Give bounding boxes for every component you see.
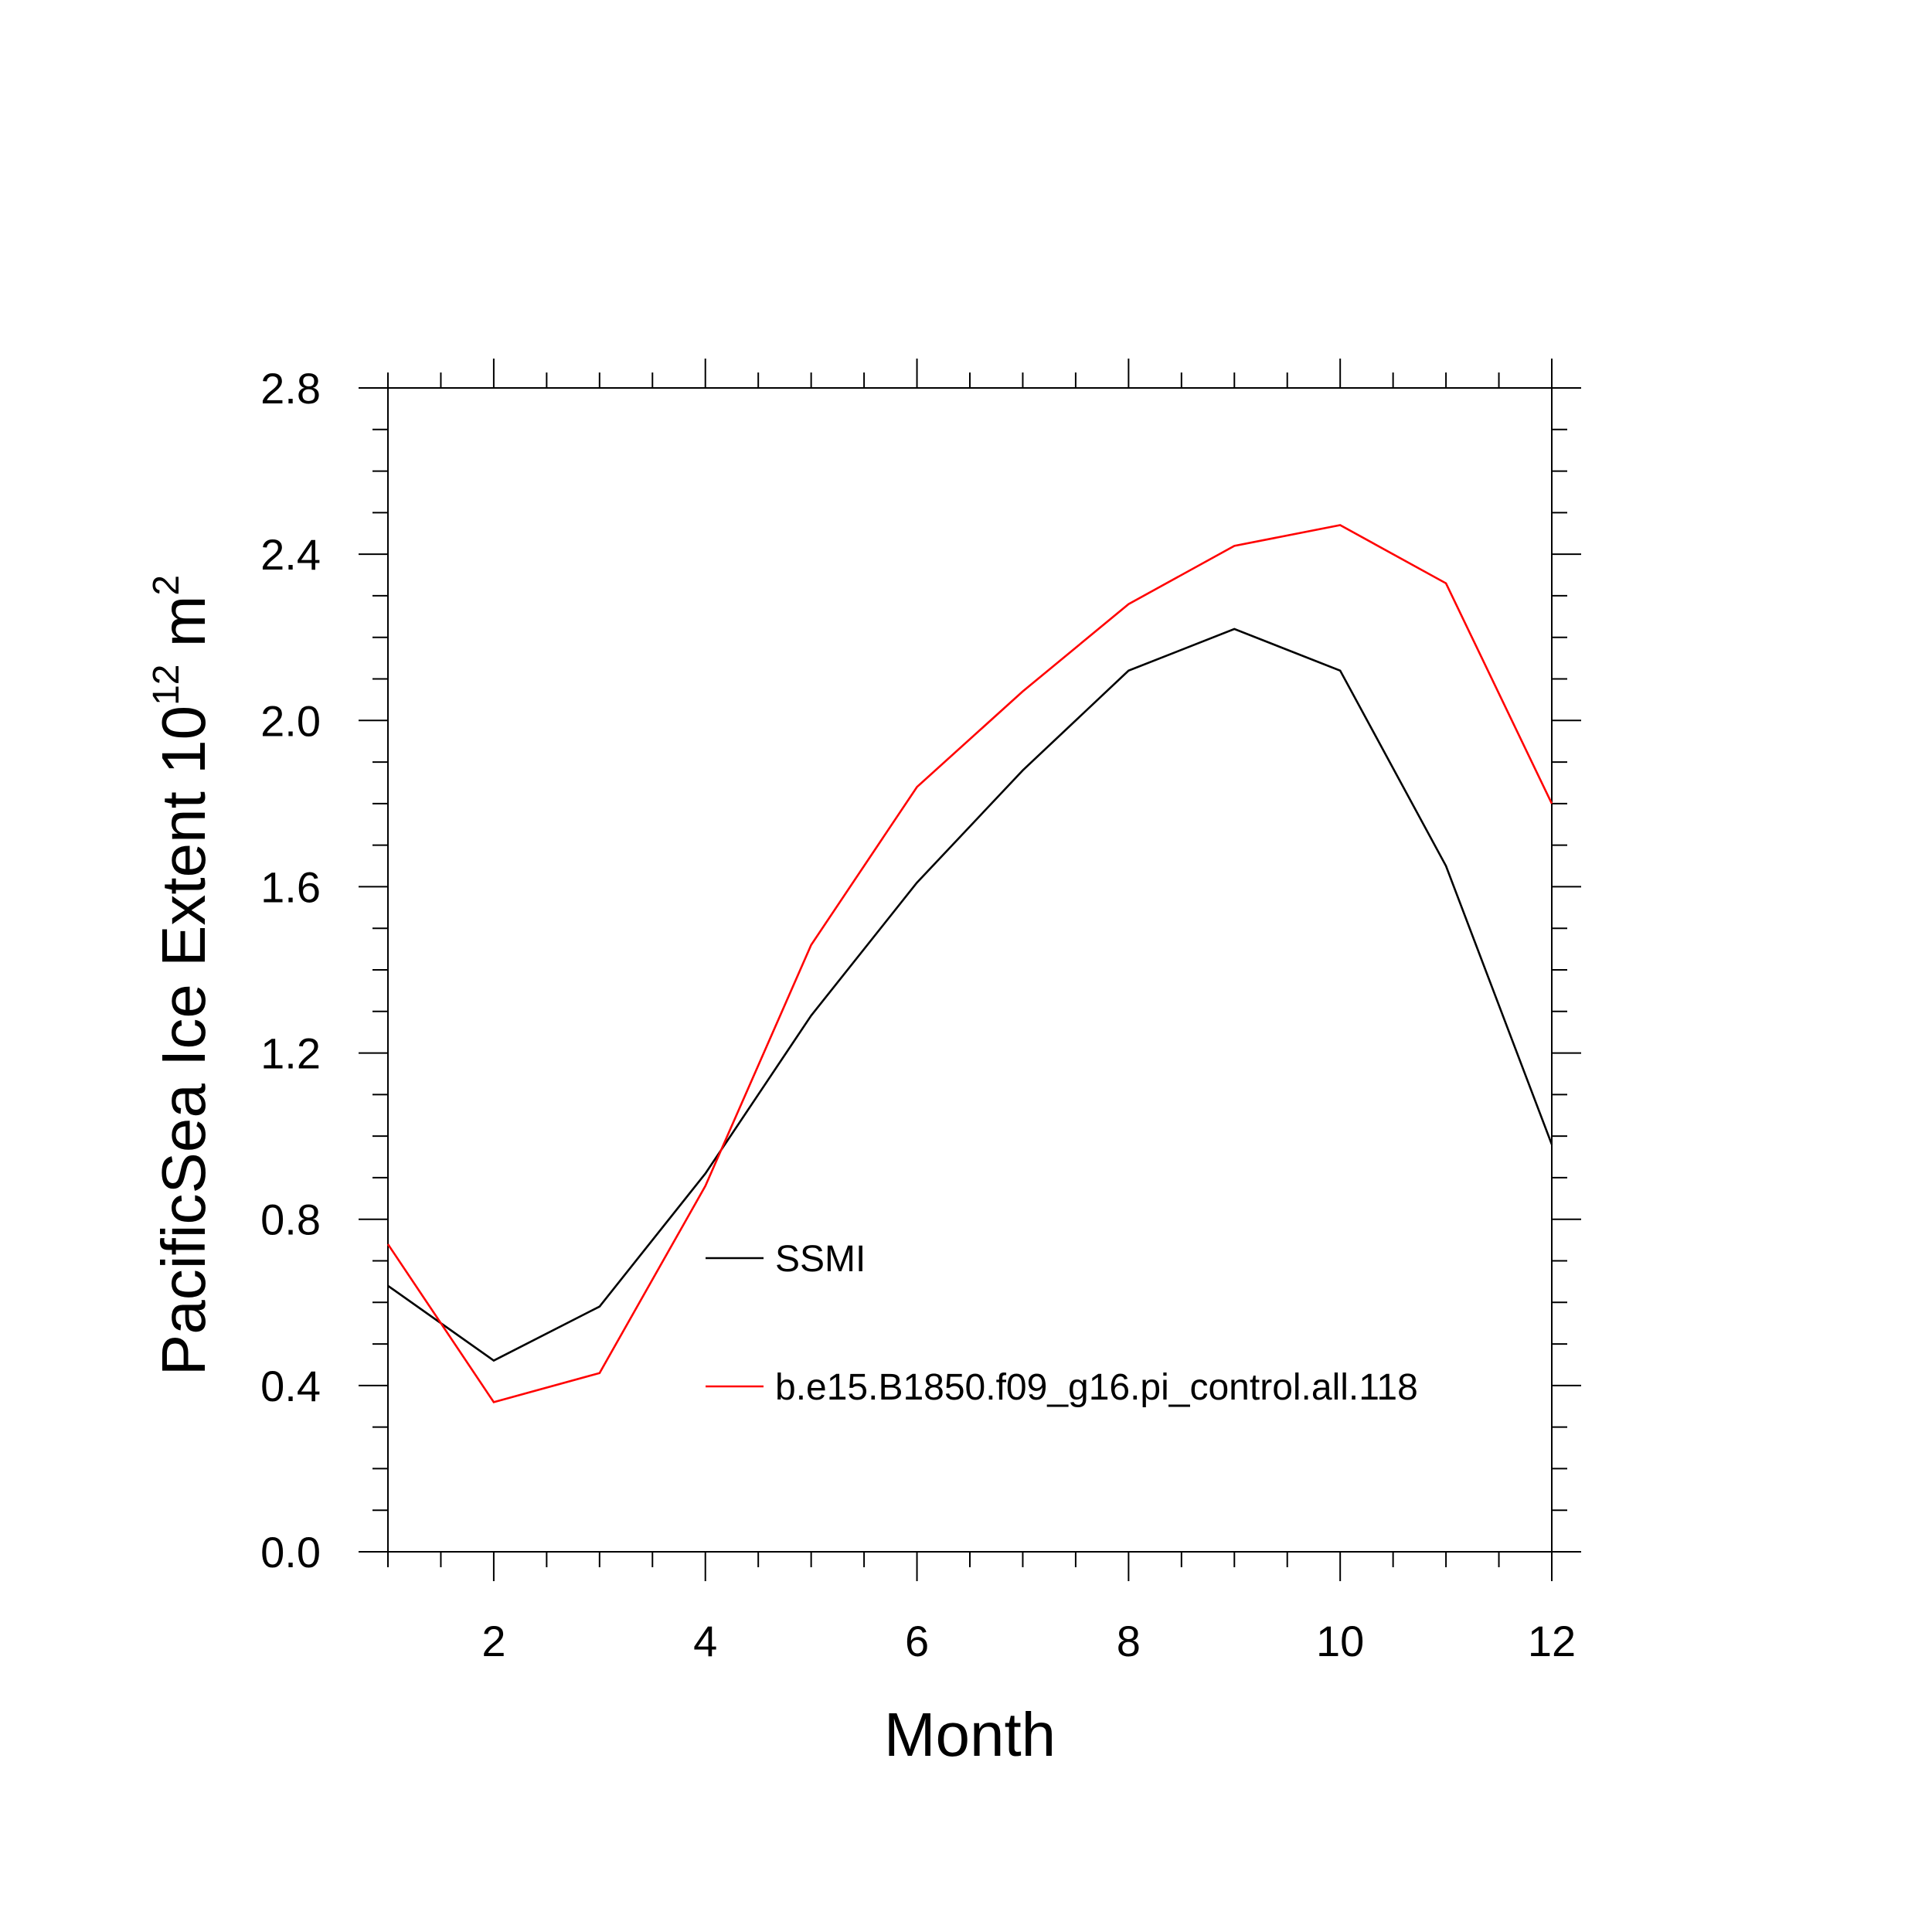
legend-label-1: SSMI bbox=[775, 1239, 866, 1280]
legend-label-2: b.e15.B1850.f09_g16.pi_control.all.118 bbox=[775, 1367, 1418, 1408]
series-line-1 bbox=[387, 628, 1553, 1362]
legend: SSMI b.e15.B1850.f09_g16.pi_control.all.1… bbox=[706, 1239, 1418, 1408]
series-layer bbox=[386, 524, 1553, 1403]
y-axis-title-unit-superscript: 2 bbox=[146, 575, 187, 596]
y-tick-label: 0.0 bbox=[260, 1528, 321, 1577]
y-tick-label: 1.6 bbox=[260, 862, 321, 911]
y-tick-label: 2.0 bbox=[260, 696, 321, 745]
y-tick-label: 2.8 bbox=[260, 364, 321, 413]
x-tick-label: 2 bbox=[481, 1617, 505, 1665]
x-tick-label: 6 bbox=[905, 1617, 929, 1665]
plot-axes: 0.0 0.4 0.8 1.2 1.6 2.0 2.4 2.8 2 4 6 8 10 12 bbox=[260, 359, 1581, 1665]
y-tick-label: 2.4 bbox=[260, 530, 321, 579]
y-axis-title: PacificSea Ice Extent 1012 m2 bbox=[146, 575, 218, 1376]
y-tick-label: 0.4 bbox=[260, 1362, 321, 1410]
y-axis-title-text: PacificSea Ice Extent 10 bbox=[149, 706, 218, 1376]
x-tick-label: 4 bbox=[693, 1617, 717, 1665]
x-axis-title: Month bbox=[884, 1700, 1056, 1769]
x-tick-label: 10 bbox=[1316, 1617, 1364, 1665]
y-tick-label: 0.8 bbox=[260, 1196, 321, 1244]
series-line-2 bbox=[386, 524, 1553, 1403]
y-axis-title-unit: m bbox=[149, 596, 218, 665]
y-axis-title-superscript: 12 bbox=[146, 665, 187, 706]
x-tick-label: 8 bbox=[1117, 1617, 1141, 1665]
y-tick-label: 1.2 bbox=[260, 1029, 321, 1078]
x-tick-label: 12 bbox=[1528, 1617, 1576, 1665]
